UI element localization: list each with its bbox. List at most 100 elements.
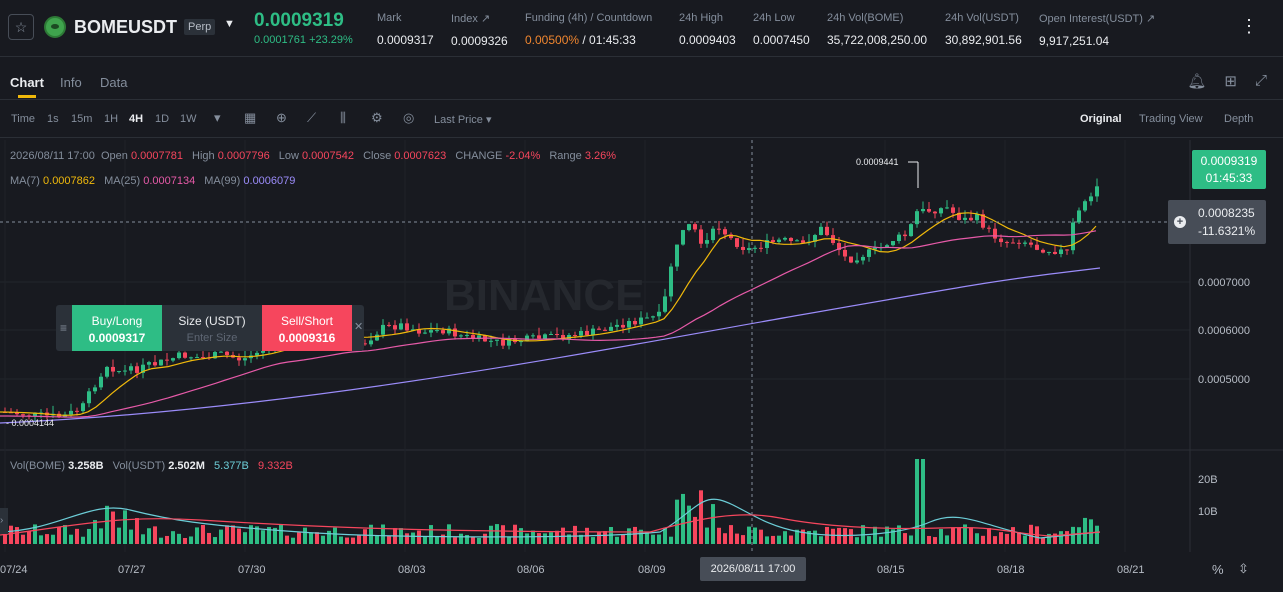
tab-info[interactable]: Info — [60, 75, 82, 90]
volume-bar — [1041, 537, 1045, 544]
drag-handle-icon[interactable]: ≡ — [60, 321, 68, 335]
buy-long-button[interactable]: Buy/Long 0.0009317 — [72, 305, 162, 351]
candle-body — [1005, 242, 1009, 244]
interval-1h[interactable]: 1H — [104, 113, 119, 125]
candle-body — [531, 335, 535, 337]
symbol-dropdown-caret-icon[interactable]: ▼ — [224, 18, 235, 30]
volume-bar — [141, 534, 145, 544]
volume-bar — [405, 533, 409, 544]
volume-bar — [699, 490, 703, 544]
volume-bar — [273, 527, 277, 544]
candle-body — [897, 234, 901, 242]
candle-body — [627, 321, 631, 328]
volume-bar — [873, 526, 877, 544]
more-options-icon[interactable]: ⋮ — [1240, 16, 1258, 36]
candle-body — [441, 330, 445, 334]
volume-bar — [129, 529, 133, 544]
interval-time[interactable]: Time — [11, 113, 36, 125]
price-change-pct: +23.29% — [309, 34, 353, 46]
volume-bar — [165, 535, 169, 544]
candle-body — [201, 357, 205, 359]
calendar-icon[interactable]: ▦ — [244, 110, 257, 125]
tab-data[interactable]: Data — [100, 75, 128, 90]
drawing-tools-icon[interactable]: ◎ — [403, 110, 415, 125]
candle-body — [1095, 186, 1099, 197]
candle-body — [111, 366, 115, 372]
candle-style-icon[interactable]: ⫼ — [340, 110, 346, 125]
low-marker-label: - 0.0004144 — [6, 418, 55, 428]
candle-body — [693, 224, 697, 230]
close-icon[interactable]: ✕ — [354, 321, 364, 333]
add-indicator-icon[interactable]: ⊕ — [276, 110, 287, 125]
volume-bar — [255, 526, 259, 544]
volume-bar — [27, 531, 31, 544]
volume-bar — [669, 536, 673, 544]
candle-body — [141, 364, 145, 373]
volume-bar — [297, 532, 301, 544]
volume-bar — [387, 535, 391, 544]
view-trading-view[interactable]: Trading View — [1139, 113, 1203, 125]
interval-4h[interactable]: 4H — [129, 113, 144, 125]
size-placeholder: Enter Size — [186, 332, 238, 344]
interval-dropdown-icon[interactable]: ▾ — [214, 110, 221, 125]
candle-body — [873, 247, 877, 250]
volume-bar — [849, 529, 853, 544]
stat-index[interactable]: Index ↗ 0.0009326 — [451, 12, 508, 48]
sell-short-button[interactable]: Sell/Short 0.0009316 — [262, 305, 352, 351]
bell-icon[interactable]: 🔔︎ — [1187, 73, 1207, 90]
volume-bar — [603, 531, 607, 544]
candle-body — [711, 228, 715, 241]
interval-1w[interactable]: 1W — [180, 113, 197, 125]
interval-1d[interactable]: 1D — [155, 113, 170, 125]
date-axis-label: 08/15 — [877, 564, 905, 576]
stat-label: Open Interest(USDT) ↗ — [1039, 13, 1156, 25]
volume-bar — [471, 536, 475, 544]
symbol-name[interactable]: BOMEUSDT — [74, 17, 177, 37]
price-type-select[interactable]: Last Price ▾ — [434, 114, 492, 126]
candle-body — [465, 334, 469, 336]
candle-body — [165, 359, 169, 361]
candle-body — [1041, 249, 1045, 253]
interval-1s[interactable]: 1s — [47, 113, 59, 125]
scroll-left-icon[interactable]: › — [0, 508, 8, 534]
layout-grid-icon[interactable]: ⊞ — [1224, 73, 1237, 90]
candle-body — [771, 240, 775, 243]
settings-icon[interactable]: ⚙ — [371, 110, 383, 125]
volume-bar — [501, 525, 505, 544]
volume-bar — [363, 529, 367, 544]
candle-body — [723, 229, 727, 235]
volume-bar — [57, 527, 61, 544]
view-original[interactable]: Original — [1080, 113, 1122, 125]
candle-body — [699, 229, 703, 244]
line-chart-icon[interactable]: ⟋ — [307, 110, 317, 125]
percent-scale-icon[interactable]: % — [1212, 562, 1224, 577]
view-depth[interactable]: Depth — [1224, 113, 1254, 125]
stat-open-interest[interactable]: Open Interest(USDT) ↗ 9,917,251.04 — [1039, 12, 1155, 48]
ma7-line — [0, 212, 1097, 416]
candle-body — [597, 328, 601, 330]
volume-bar — [537, 533, 541, 544]
add-alert-plus-icon[interactable]: + — [1174, 216, 1186, 228]
close-value: 0.0007623 — [394, 150, 447, 162]
size-input[interactable]: Size (USDT) Enter Size — [162, 305, 262, 351]
tab-chart[interactable]: Chart — [10, 75, 44, 90]
volume-bar — [591, 537, 595, 544]
volume-bar — [1089, 519, 1093, 544]
candle-body — [591, 328, 595, 336]
expand-icon[interactable]: ⤢ — [1254, 72, 1267, 89]
volume-bar — [243, 532, 247, 544]
auto-fit-icon[interactable]: ⇳ — [1238, 561, 1249, 576]
volume-bar — [627, 528, 631, 544]
favorite-star-icon[interactable]: ☆ — [8, 14, 34, 40]
buy-label: Buy/Long — [91, 314, 143, 328]
volume-bar — [15, 527, 19, 544]
volume-bar — [159, 537, 163, 544]
vol-usdt-value: 2.502M — [168, 460, 205, 472]
candle-body — [675, 244, 679, 267]
interval-15m[interactable]: 15m — [71, 113, 93, 125]
volume-bar — [921, 459, 925, 544]
volume-bar — [1047, 533, 1051, 544]
contract-type-badge: Perp — [184, 19, 216, 35]
candle-body — [633, 321, 637, 325]
range-value: 3.26% — [584, 150, 617, 162]
